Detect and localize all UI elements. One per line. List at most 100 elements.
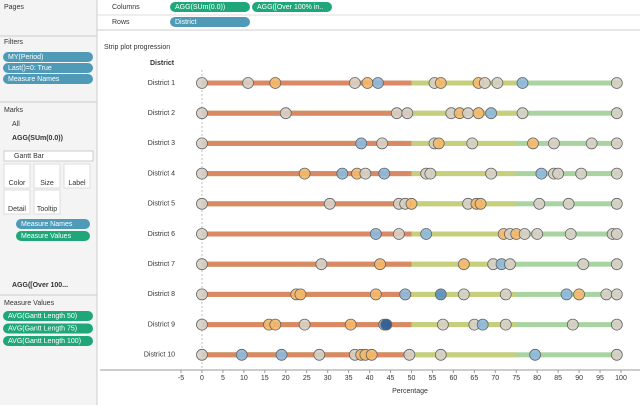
strip-point [504, 258, 516, 271]
strip-point [323, 197, 336, 210]
x-tick-label: 50 [408, 375, 416, 382]
strip-point [424, 167, 437, 180]
strip-point [610, 137, 623, 150]
marks-card: AGG([Over 100... [12, 282, 68, 289]
strip-point [365, 348, 378, 361]
filter-pill: Measure Names [8, 76, 60, 83]
strip-point [531, 228, 544, 240]
marks-all: All [12, 121, 20, 128]
marks-button[interactable] [3, 163, 31, 189]
strip-point [399, 288, 412, 301]
strip-point [610, 77, 623, 89]
row-label: District 7 [148, 261, 175, 268]
strip-point [380, 318, 393, 331]
strip-point [298, 167, 311, 180]
x-tick-label: 75 [512, 375, 520, 382]
marks-pill: Measure Values [21, 233, 72, 240]
column-pill-bg [252, 2, 332, 12]
marks-pill-bg [16, 219, 90, 229]
strip-point [434, 77, 447, 89]
x-tick-label: 60 [449, 375, 457, 382]
strip-point [610, 197, 623, 210]
strip-point [235, 348, 248, 361]
marks-button-label: Label [68, 180, 86, 187]
section-title: Measure Values [4, 300, 55, 307]
marks-pill: Measure Names [21, 221, 73, 228]
row-label: District 1 [148, 80, 175, 87]
x-tick-label: 65 [470, 375, 478, 382]
marks-button[interactable] [33, 163, 61, 189]
strip-point [610, 348, 623, 361]
strip-point [242, 77, 254, 89]
strip-point [472, 107, 485, 120]
strip-point [478, 77, 491, 89]
strip-point [485, 167, 497, 180]
strip-point [196, 107, 208, 120]
measure-pill: AVG(Gantt Length 75) [8, 325, 77, 332]
x-tick-label: 25 [303, 375, 311, 382]
marks-button[interactable] [63, 163, 91, 189]
row-label: District 5 [148, 201, 175, 208]
strip-point [434, 288, 447, 301]
measure-pill: AVG(Gantt Length 50) [8, 313, 77, 320]
filter-pill-bg [3, 52, 93, 62]
strip-point [457, 288, 470, 301]
strip-point [573, 288, 585, 301]
filter-pill: MY(Period) [8, 54, 43, 61]
x-tick-label: 90 [575, 375, 583, 382]
strip-point [403, 348, 416, 361]
strip-point [336, 167, 349, 180]
strip-point [485, 107, 497, 120]
gantt-bar [201, 80, 412, 86]
strip-point [516, 107, 529, 120]
marks-pill-bg [16, 231, 90, 241]
filter-pill: Last()=0: True [8, 65, 52, 72]
marks-button[interactable] [3, 189, 31, 215]
strip-point [610, 228, 623, 240]
measure-pill: AVG(Gantt Length 100) [8, 338, 81, 345]
strip-point [610, 288, 623, 301]
marks-button-label: Color [9, 180, 26, 187]
strip-point [401, 107, 414, 120]
row-label: District 3 [148, 140, 175, 147]
mark-type-dropdown [3, 150, 94, 162]
x-tick-label: 85 [554, 375, 562, 382]
shelf-label: Columns [112, 4, 140, 11]
strip-point [552, 167, 565, 180]
x-tick-label: 5 [221, 375, 225, 382]
marks-button[interactable] [33, 189, 61, 215]
row-pill: District [175, 19, 196, 26]
strip-point [196, 258, 208, 271]
strip-point [315, 258, 328, 271]
column-pill: AGG(SUm(0.0)) [175, 4, 225, 11]
strip-point [434, 348, 447, 361]
x-tick-label: 20 [282, 375, 290, 382]
strip-point [344, 318, 357, 331]
row-label: District 9 [148, 321, 175, 328]
strip-point [466, 137, 479, 150]
section-title: Marks [4, 107, 24, 114]
mark-type: Gantt Bar [14, 153, 45, 160]
strip-point [437, 318, 449, 331]
strip-point [294, 288, 307, 301]
strip-point [610, 107, 623, 120]
marks-card: AGG(SUm(0.0)) [12, 135, 63, 142]
strip-point [349, 77, 361, 89]
strip-point [577, 258, 590, 271]
strip-point [196, 137, 208, 150]
marks-button-label: Size [40, 180, 54, 187]
strip-point [564, 228, 577, 240]
x-tick-label: 80 [533, 375, 541, 382]
measure-pill-bg [3, 323, 93, 334]
strip-point [196, 167, 208, 180]
strip-point [527, 137, 539, 150]
x-tick-label: 45 [387, 375, 395, 382]
row-header: District [150, 60, 175, 67]
strip-point [476, 318, 489, 331]
strip-point [457, 258, 470, 271]
column-pill: AGG([Over 100% in.. [257, 4, 323, 11]
strip-point [196, 77, 208, 89]
filter-pill-bg [3, 74, 93, 84]
strip-point [269, 318, 282, 331]
